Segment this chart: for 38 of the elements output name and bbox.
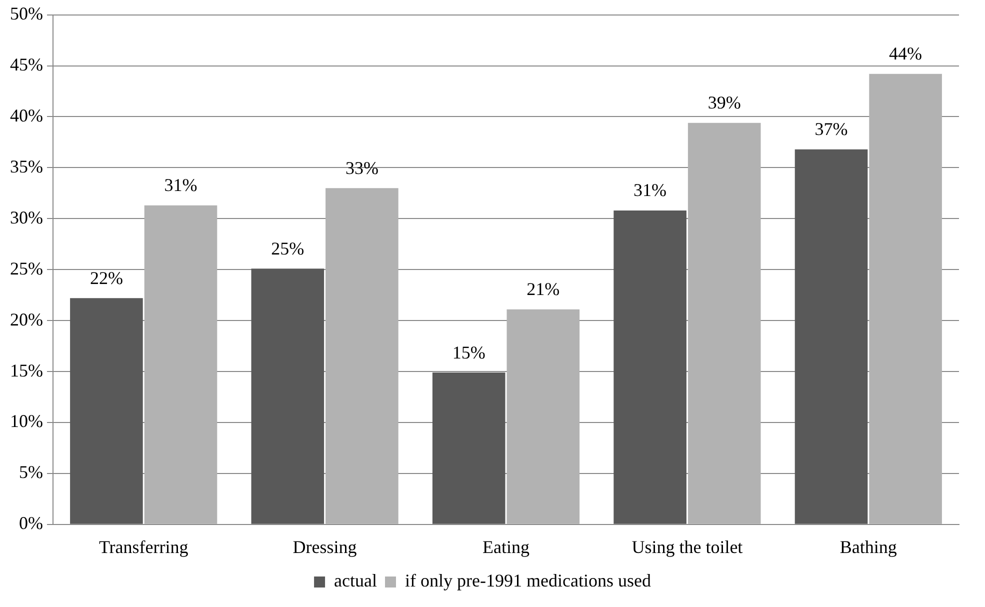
x-tick-label: Eating	[482, 536, 530, 557]
data-label: 31%	[164, 175, 198, 196]
bar	[869, 74, 942, 524]
x-tick-label: Dressing	[292, 536, 357, 557]
bar	[432, 372, 506, 524]
data-label: 44%	[889, 44, 922, 64]
data-label: 31%	[634, 180, 667, 200]
bar	[506, 309, 580, 524]
y-tick-label: 5%	[18, 462, 43, 482]
x-tick-label: Transferring	[98, 536, 188, 557]
data-label: 37%	[814, 119, 848, 140]
y-tick-label: 50%	[10, 4, 43, 24]
legend-label: actual	[334, 570, 378, 591]
data-label: 15%	[452, 342, 486, 362]
data-label: 22%	[90, 268, 123, 288]
bar	[144, 205, 218, 524]
bar	[688, 122, 761, 524]
data-label: 39%	[708, 92, 741, 113]
y-tick-label: 30%	[10, 207, 43, 228]
bar	[326, 188, 398, 524]
y-tick-label: 20%	[10, 309, 43, 330]
y-tick-label: 35%	[10, 156, 43, 176]
y-tick-label: 10%	[10, 411, 43, 432]
bar	[70, 298, 143, 524]
data-label: 25%	[271, 238, 304, 258]
x-tick-label: Bathing	[840, 536, 897, 557]
legend-label: if only pre-1991 medications used	[405, 570, 651, 591]
y-tick-label: 25%	[10, 258, 43, 278]
data-label: 33%	[345, 158, 378, 178]
data-label: 21%	[526, 279, 560, 300]
x-tick-label: Using the toilet	[632, 536, 743, 557]
bar	[251, 268, 324, 524]
y-tick-label: 0%	[18, 513, 43, 534]
y-tick-label: 45%	[10, 54, 43, 74]
y-tick-label: 15%	[10, 360, 43, 380]
y-tick-label: 40%	[10, 105, 43, 126]
bar	[794, 149, 868, 524]
bar	[614, 210, 686, 524]
